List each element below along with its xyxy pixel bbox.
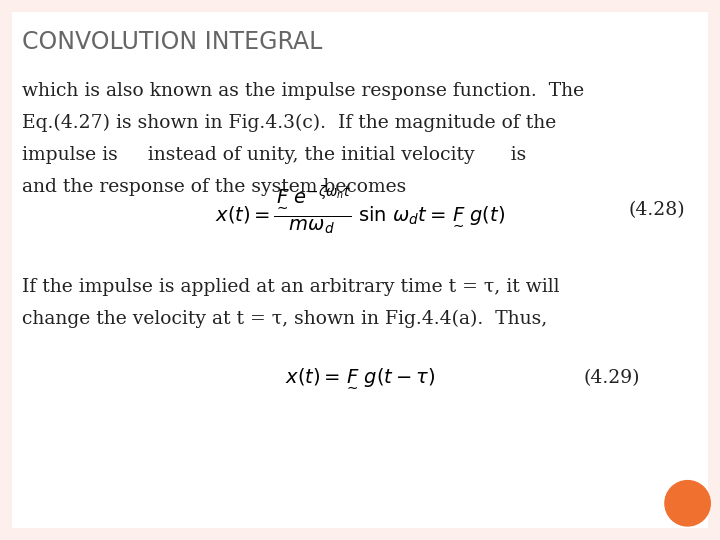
Text: If the impulse is applied at an arbitrary time t = τ, it will: If the impulse is applied at an arbitrar… [22,278,559,296]
Text: $x(t) = \underset{\sim}{F}\,g(t-\tau)$: $x(t) = \underset{\sim}{F}\,g(t-\tau)$ [285,367,435,389]
Text: (4.28): (4.28) [629,201,685,219]
Text: Eq.(4.27) is shown in Fig.4.3(c).  If the magnitude of the: Eq.(4.27) is shown in Fig.4.3(c). If the… [22,114,557,132]
Text: $x(t) = \dfrac{\underset{\sim}{F}\,e^{-\zeta\omega_n t}}{m\omega_d}\ \sin\,\omeg: $x(t) = \dfrac{\underset{\sim}{F}\,e^{-\… [215,184,505,237]
Text: (4.29): (4.29) [583,369,640,387]
Text: and the response of the system becomes: and the response of the system becomes [22,178,406,196]
Text: impulse is     instead of unity, the initial velocity      is: impulse is instead of unity, the initial… [22,146,526,164]
Text: which is also known as the impulse response function.  The: which is also known as the impulse respo… [22,82,584,100]
FancyBboxPatch shape [12,12,708,528]
Text: change the velocity at t = τ, shown in Fig.4.4(a).  Thus,: change the velocity at t = τ, shown in F… [22,310,547,328]
Circle shape [665,481,710,526]
Text: CONVOLUTION INTEGRAL: CONVOLUTION INTEGRAL [22,30,323,54]
